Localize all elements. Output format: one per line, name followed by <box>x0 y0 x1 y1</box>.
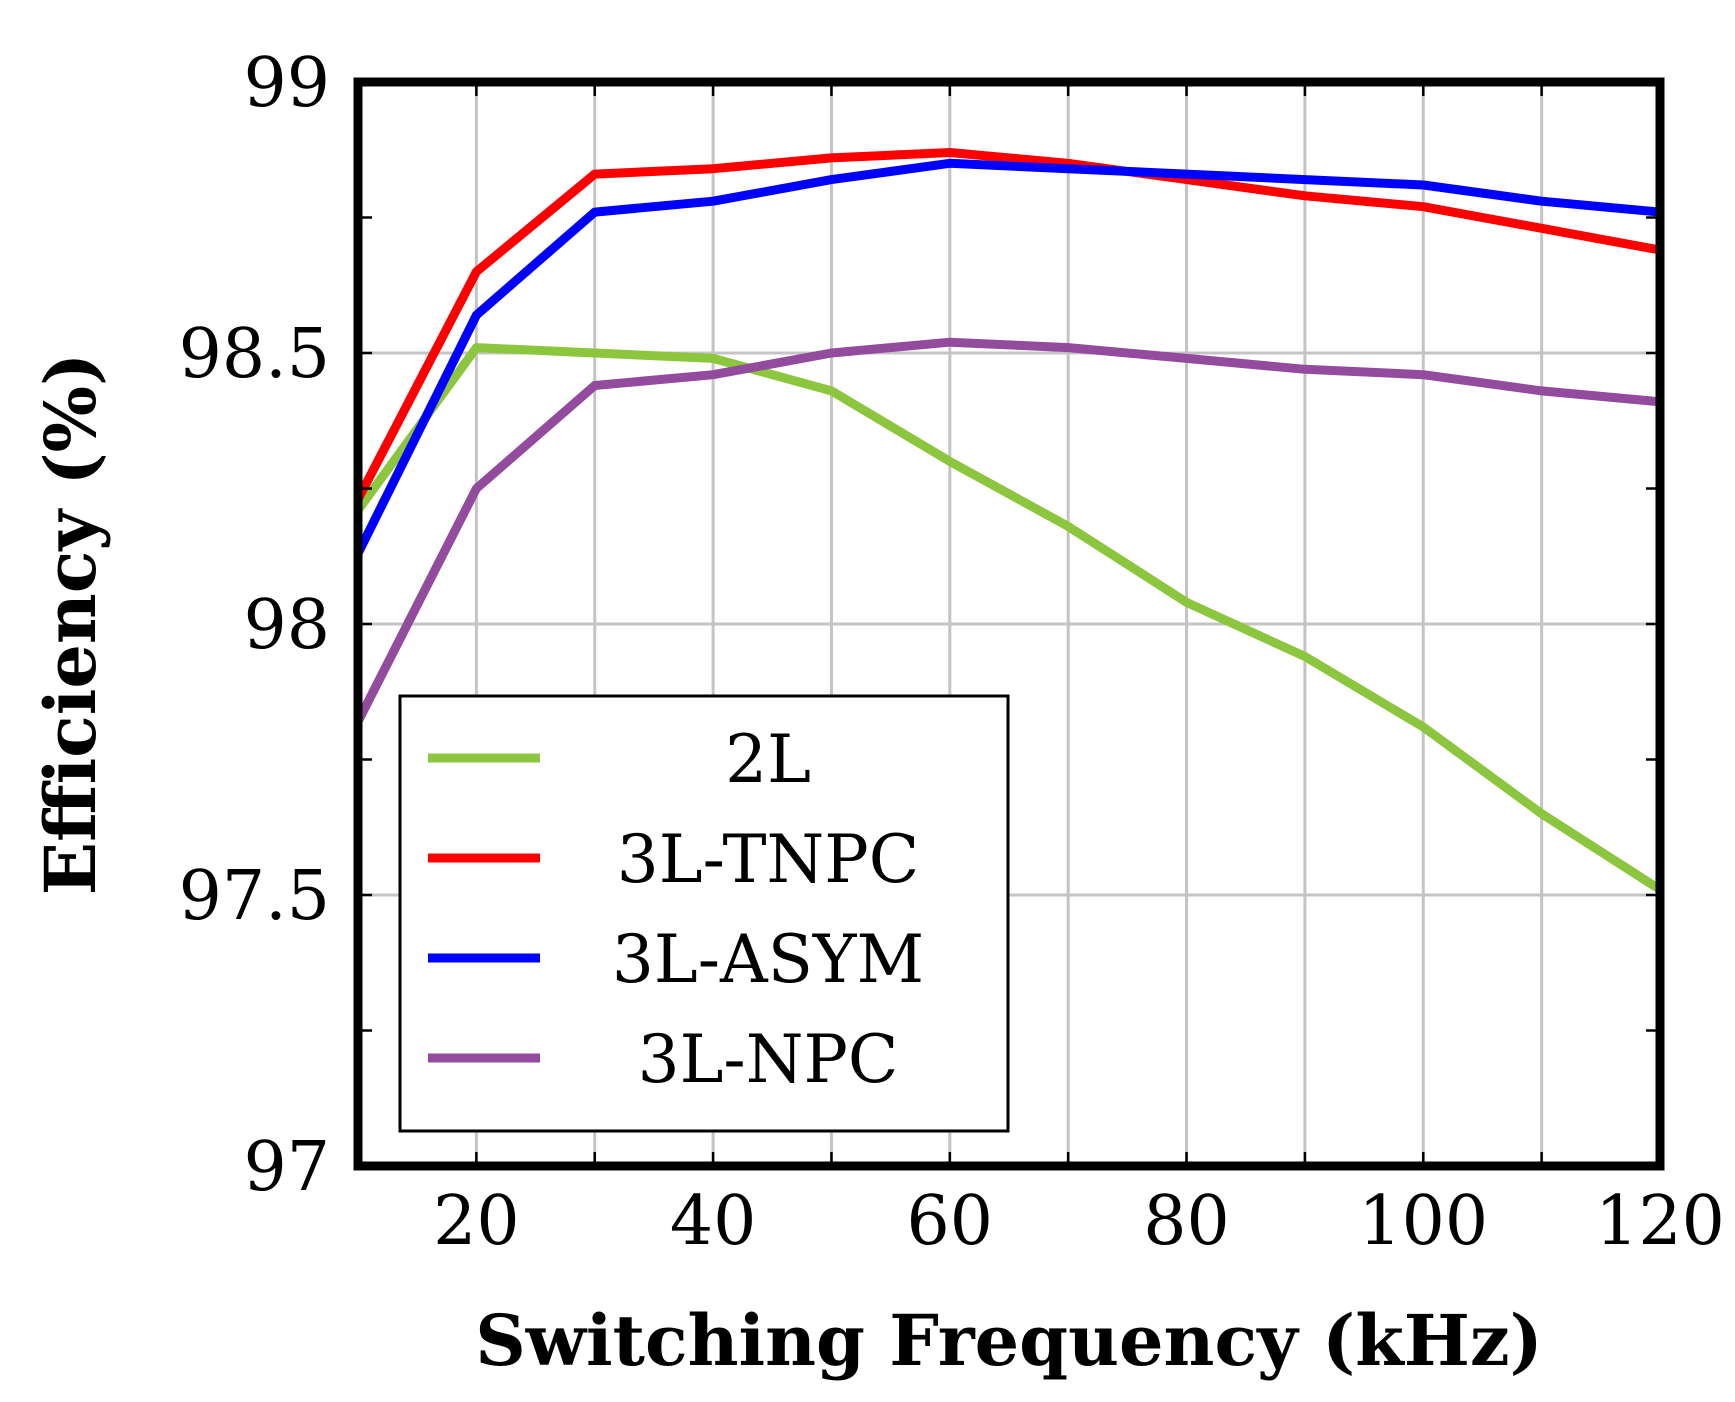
y-tick-label: 97 <box>243 1128 330 1207</box>
y-tick-label: 98 <box>243 586 330 665</box>
y-axis-title: Efficiency (%) <box>29 353 112 895</box>
y-tick-label: 97.5 <box>179 857 330 936</box>
series-line-3l-npc <box>353 337 1661 724</box>
y-tick-label: 98.5 <box>179 315 330 394</box>
series-line-2l <box>354 343 1663 894</box>
x-tick-label: 80 <box>1143 1182 1230 1261</box>
x-tick-label: 40 <box>670 1182 757 1261</box>
legend-label-3l-npc: 3L-NPC <box>638 1021 899 1098</box>
axis-ticks: 20 40 60 80 100 120 97 97.5 98 98.5 99 <box>179 44 1725 1261</box>
x-tick-label: 60 <box>907 1182 994 1261</box>
x-tick-label: 120 <box>1595 1182 1725 1261</box>
legend: 2L 3L-TNPC 3L-ASYM 3L-NPC <box>398 694 1010 1133</box>
x-tick-label: 100 <box>1358 1182 1488 1261</box>
x-tick-label: 20 <box>433 1182 520 1261</box>
series-lines <box>353 148 1663 894</box>
series-line-3l-tnpc <box>354 148 1661 502</box>
legend-label-3l-tnpc: 3L-TNPC <box>617 821 919 898</box>
y-tick-label: 99 <box>243 44 330 123</box>
x-axis-title: Switching Frequency (kHz) <box>475 1299 1543 1382</box>
legend-label-3l-asym: 3L-ASYM <box>612 921 924 998</box>
legend-label-2l: 2L <box>725 721 811 798</box>
series-line-3l-asym <box>353 158 1661 556</box>
